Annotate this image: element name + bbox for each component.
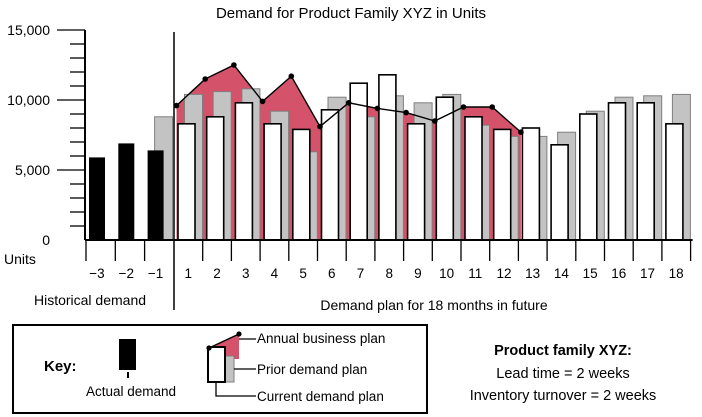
svg-text:6: 6 bbox=[328, 266, 336, 281]
svg-text:12: 12 bbox=[496, 266, 511, 281]
annual-business-plan-label: Annual business plan bbox=[257, 331, 386, 346]
axes-and-ticks bbox=[57, 29, 693, 310]
current-demand-plan-swatch bbox=[207, 346, 226, 383]
svg-text:1: 1 bbox=[185, 266, 193, 281]
svg-text:18: 18 bbox=[669, 266, 684, 281]
svg-text:4: 4 bbox=[271, 266, 279, 281]
historical-demand-caption: Historical demand bbox=[33, 292, 147, 308]
annual-business-plan-area bbox=[176, 65, 521, 240]
actual-demand-label: Actual demand bbox=[85, 384, 177, 399]
plan-line-dot bbox=[236, 331, 242, 337]
key-legend-box: Key: Actual demand Annual business plan … bbox=[12, 324, 428, 414]
svg-text:16: 16 bbox=[611, 266, 626, 281]
annual-business-plan-line bbox=[173, 62, 524, 135]
current-demand-plan-label: Current demand plan bbox=[257, 389, 384, 404]
svg-text:−2: −2 bbox=[119, 266, 134, 281]
annual-business-plan-line bbox=[208, 333, 240, 349]
svg-text:−1: −1 bbox=[148, 266, 163, 281]
svg-text:2: 2 bbox=[213, 266, 221, 281]
actual-demand-tick bbox=[127, 372, 129, 378]
svg-text:15,000: 15,000 bbox=[7, 22, 50, 38]
svg-text:15: 15 bbox=[583, 266, 598, 281]
svg-text:5: 5 bbox=[299, 266, 307, 281]
svg-text:10: 10 bbox=[439, 266, 454, 281]
prior-demand-plan-label: Prior demand plan bbox=[257, 362, 368, 377]
svg-text:13: 13 bbox=[525, 266, 540, 281]
svg-text:0: 0 bbox=[42, 232, 50, 248]
actual-demand-bars bbox=[89, 143, 164, 240]
svg-text:7: 7 bbox=[357, 266, 365, 281]
current-demand-plan-bars bbox=[177, 74, 684, 241]
inventory-turnover-line: Inventory turnover = 2 weeks bbox=[469, 388, 657, 404]
svg-text:9: 9 bbox=[414, 266, 422, 281]
callout-line bbox=[215, 382, 256, 397]
svg-text:3: 3 bbox=[242, 266, 250, 281]
svg-text:11: 11 bbox=[468, 266, 482, 281]
actual-demand-swatch bbox=[119, 339, 136, 370]
svg-text:−3: −3 bbox=[89, 266, 104, 281]
chart-title: Demand for Product Family XYZ in Units bbox=[215, 5, 487, 22]
svg-text:8: 8 bbox=[385, 266, 393, 281]
svg-text:5,000: 5,000 bbox=[15, 162, 50, 178]
svg-text:14: 14 bbox=[554, 266, 570, 281]
plan-line-dot bbox=[206, 345, 212, 351]
lead-time-line: Lead time = 2 weeks bbox=[496, 366, 630, 382]
key-heading: Key: bbox=[44, 358, 77, 375]
y-axis-units-label: Units bbox=[4, 251, 36, 267]
product-info-heading: Product family XYZ: bbox=[494, 343, 632, 359]
future-demand-caption: Demand plan for 18 months in future bbox=[320, 297, 548, 313]
svg-text:10,000: 10,000 bbox=[7, 92, 50, 108]
svg-text:17: 17 bbox=[640, 266, 655, 281]
prior-demand-plan-swatch bbox=[224, 355, 235, 383]
plan-bars-glyph bbox=[206, 331, 256, 397]
product-info-block: Product family XYZ: Lead time = 2 weeks … bbox=[430, 343, 696, 410]
